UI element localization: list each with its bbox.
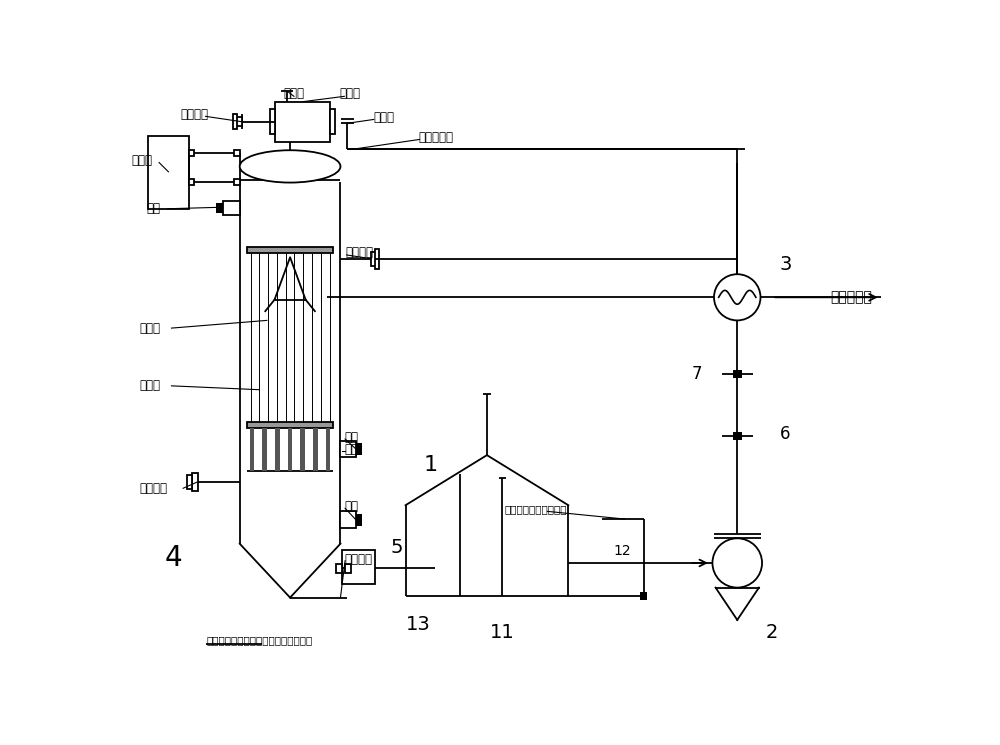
Text: 6: 6 [780, 425, 790, 443]
Bar [300, 428, 305, 471]
Text: 电晕线: 电晕线 [139, 322, 160, 335]
Text: 11: 11 [490, 623, 515, 641]
Text: 人孔: 人孔 [147, 202, 161, 215]
Bar [336, 564, 342, 573]
Bar [192, 473, 198, 492]
Ellipse shape [240, 150, 340, 183]
Bar [187, 475, 192, 489]
Text: 绝缘箱: 绝缘箱 [339, 86, 360, 100]
Text: 清洗液入口: 清洗液入口 [418, 130, 453, 144]
Bar [371, 252, 378, 266]
Bar [330, 110, 335, 134]
Circle shape [712, 539, 762, 588]
Text: 储电箱: 储电箱 [131, 153, 152, 167]
Bar [275, 102, 330, 142]
Bar [340, 440, 356, 457]
Bar [234, 179, 240, 185]
Bar [270, 110, 275, 134]
Bar [189, 150, 194, 156]
Text: 沉淀极: 沉淀极 [139, 379, 160, 393]
Bar [223, 201, 240, 215]
Text: 4: 4 [164, 544, 182, 571]
Text: 13: 13 [406, 615, 430, 634]
Bar [313, 428, 318, 471]
Bar [216, 203, 223, 212]
Text: 放散口: 放散口 [283, 86, 304, 100]
Bar [288, 428, 292, 471]
Bar [640, 592, 647, 600]
Bar [262, 428, 267, 471]
Text: 7: 7 [692, 365, 702, 383]
Bar [326, 428, 330, 471]
Text: 放散口: 放散口 [373, 110, 394, 124]
Bar [356, 513, 362, 526]
Text: 人孔: 人孔 [344, 431, 358, 444]
Bar [247, 422, 333, 428]
Text: 3: 3 [780, 256, 792, 274]
Text: 1: 1 [424, 455, 438, 475]
Bar [342, 550, 375, 584]
Bar [189, 179, 194, 185]
Text: 燃气出口: 燃气出口 [346, 246, 374, 259]
Bar [233, 114, 237, 130]
Bar [275, 428, 280, 471]
Bar [345, 564, 351, 573]
Bar [733, 432, 742, 440]
Text: 5: 5 [390, 538, 402, 557]
Circle shape [714, 274, 761, 320]
Text: 氮气入口: 氮气入口 [181, 107, 209, 121]
Bar [236, 117, 242, 127]
Text: 焦油出口: 焦油出口 [344, 553, 372, 565]
Bar [340, 511, 356, 528]
Bar [356, 443, 362, 455]
Text: 壳体: 壳体 [344, 443, 358, 456]
Text: 人孔: 人孔 [344, 500, 358, 513]
Bar [375, 249, 379, 269]
Bar [733, 370, 742, 378]
Bar [250, 428, 254, 471]
Text: 12: 12 [613, 545, 631, 559]
Text: 2: 2 [766, 623, 778, 641]
Text: 含焦油和萘的混合物送焦油氨水分离槽: 含焦油和萘的混合物送焦油氨水分离槽 [206, 635, 313, 645]
Text: 煤气入口: 煤气入口 [139, 482, 167, 495]
Text: 去脱苯工段: 去脱苯工段 [830, 291, 872, 304]
Bar [234, 150, 240, 156]
Bar [148, 136, 189, 209]
Text: 来自终冷洗苯富油入口: 来自终冷洗苯富油入口 [505, 504, 567, 514]
Bar [247, 247, 333, 253]
